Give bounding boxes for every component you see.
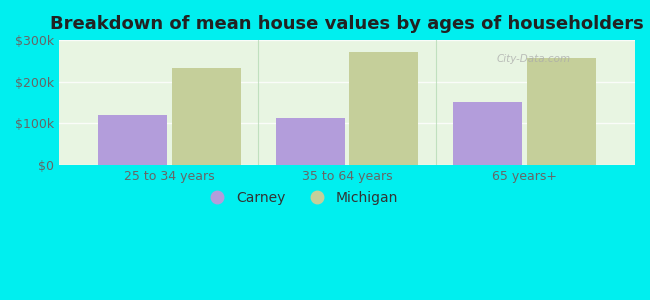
Bar xyxy=(276,118,344,165)
Text: City-Data.com: City-Data.com xyxy=(497,54,571,64)
Bar xyxy=(350,52,419,165)
Bar xyxy=(526,58,595,165)
Bar xyxy=(172,68,241,165)
Bar xyxy=(453,102,522,165)
Legend: Carney, Michigan: Carney, Michigan xyxy=(198,185,404,210)
Bar xyxy=(98,115,167,165)
Title: Breakdown of mean house values by ages of householders: Breakdown of mean house values by ages o… xyxy=(50,15,644,33)
